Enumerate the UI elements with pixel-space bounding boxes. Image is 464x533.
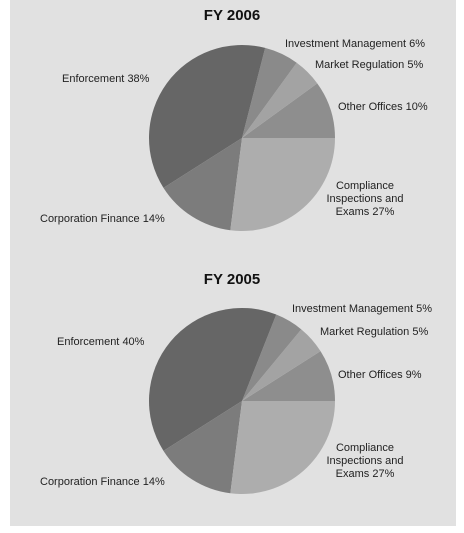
value-label: 27% — [372, 468, 395, 480]
slice-label: Enforcement 40% — [57, 336, 144, 349]
category-label: Investment Management — [285, 38, 407, 50]
category-label: Enforcement — [57, 336, 120, 348]
slice-label: Market Regulation 5% — [315, 59, 423, 72]
pie-slice — [242, 351, 335, 401]
category-label: Market Regulation — [315, 59, 405, 71]
category-label: Compliance Inspections and Exams — [326, 180, 404, 218]
pie-slice — [230, 401, 335, 494]
value-label: 14% — [142, 213, 165, 225]
category-label: Other Offices — [338, 369, 403, 381]
category-label: Investment Management — [292, 303, 414, 315]
pie-slice — [242, 47, 297, 138]
value-label: 5% — [412, 326, 429, 338]
pie-slice — [148, 308, 277, 451]
value-label: 9% — [405, 369, 422, 381]
value-label: 10% — [405, 101, 428, 113]
pie-slice — [242, 329, 321, 401]
chart-title: FY 2006 — [203, 7, 261, 24]
category-label: Compliance Inspections and Exams — [326, 442, 404, 480]
slice-label: Enforcement 38% — [62, 73, 149, 86]
value-label: 6% — [409, 38, 426, 50]
pie-slice — [242, 62, 318, 138]
category-label: Corporation Finance — [40, 476, 140, 488]
value-label: 5% — [416, 303, 433, 315]
category-label: Enforcement — [62, 73, 125, 85]
pie-slice — [148, 45, 266, 188]
pie-slice — [242, 83, 335, 138]
value-label: 40% — [122, 336, 145, 348]
category-label: Market Regulation — [320, 326, 410, 338]
value-label: 27% — [372, 206, 395, 218]
slice-label: Investment Management 6% — [285, 38, 425, 51]
value-label: 14% — [142, 476, 165, 488]
chart-title: FY 2005 — [203, 271, 261, 288]
pie-slice — [163, 138, 242, 231]
slice-label: Investment Management 5% — [292, 303, 432, 316]
pie-slice — [242, 314, 302, 401]
value-label: 5% — [407, 59, 424, 71]
slice-label: Compliance Inspections and Exams 27% — [319, 442, 411, 481]
pie-slice — [163, 401, 242, 494]
slice-label: Other Offices 9% — [338, 369, 422, 382]
slice-label: Compliance Inspections and Exams 27% — [319, 180, 411, 219]
slice-label: Market Regulation 5% — [320, 326, 428, 339]
category-label: Corporation Finance — [40, 213, 140, 225]
value-label: 38% — [127, 73, 150, 85]
slice-label: Other Offices 10% — [338, 101, 428, 114]
slice-label: Corporation Finance 14% — [40, 213, 165, 226]
category-label: Other Offices — [338, 101, 403, 113]
pie-slice — [230, 138, 335, 231]
slice-label: Corporation Finance 14% — [40, 476, 165, 489]
